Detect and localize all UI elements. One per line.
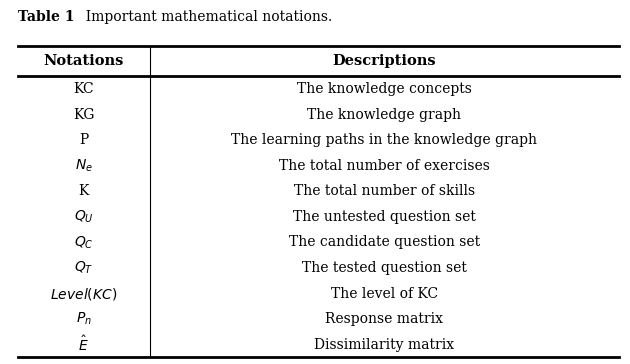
Text: $P_n$: $P_n$ (76, 311, 92, 327)
Text: Important mathematical notations.: Important mathematical notations. (77, 10, 333, 24)
Text: $\hat{E}$: $\hat{E}$ (78, 335, 89, 354)
Text: The untested question set: The untested question set (293, 210, 476, 224)
Text: $Q_U$: $Q_U$ (74, 209, 94, 225)
Text: KC: KC (74, 82, 94, 96)
Text: Dissimilarity matrix: Dissimilarity matrix (314, 338, 454, 352)
Text: The candidate question set: The candidate question set (289, 236, 480, 249)
Text: Table 1: Table 1 (18, 10, 74, 24)
Text: $\mathit{Level}(KC)$: $\mathit{Level}(KC)$ (50, 286, 117, 302)
Text: The knowledge graph: The knowledge graph (307, 108, 461, 122)
Text: The total number of skills: The total number of skills (294, 185, 475, 198)
Text: $Q_T$: $Q_T$ (74, 260, 93, 276)
Text: KG: KG (73, 108, 94, 122)
Text: The learning paths in the knowledge graph: The learning paths in the knowledge grap… (231, 133, 537, 147)
Text: $Q_C$: $Q_C$ (74, 234, 94, 251)
Text: Notations: Notations (43, 54, 124, 68)
Text: Response matrix: Response matrix (325, 312, 444, 326)
Text: The tested question set: The tested question set (302, 261, 467, 275)
Text: K: K (79, 185, 89, 198)
Text: The knowledge concepts: The knowledge concepts (297, 82, 472, 96)
Text: Descriptions: Descriptions (333, 54, 436, 68)
Text: $N_e$: $N_e$ (75, 158, 93, 174)
Text: P: P (79, 133, 88, 147)
Text: The level of KC: The level of KC (331, 286, 438, 301)
Text: The total number of exercises: The total number of exercises (279, 159, 490, 173)
